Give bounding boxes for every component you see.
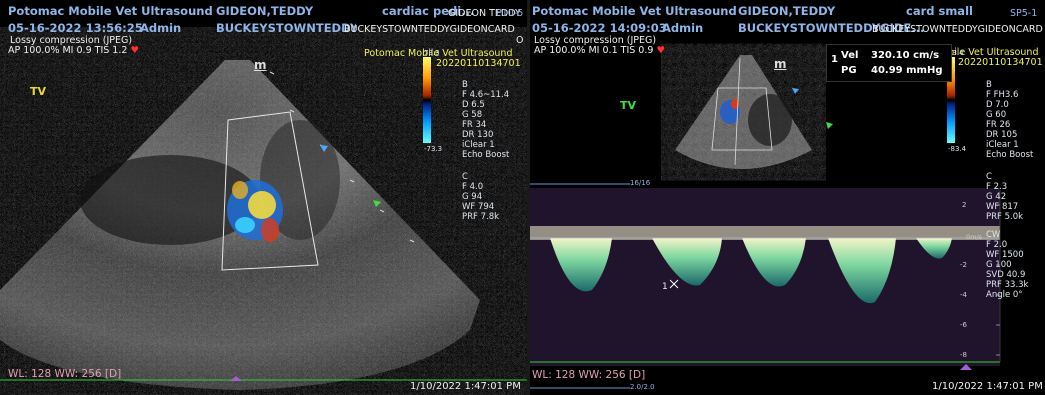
vel-label: Vel (841, 50, 859, 61)
left-ultrasound-panel: Potomac Mobile Vet Ultrasound GIDEON,TED… (0, 4, 527, 392)
right-ultrasound-panel: Potomac Mobile Vet Ultrasound GIDEON,TED… (530, 0, 1045, 395)
exam-preset-right: card small (906, 4, 973, 18)
pg-value: 40.99 mmHg (871, 65, 943, 76)
pg-label: PG (841, 65, 857, 76)
color-doppler-blob (227, 180, 283, 242)
operator: Admin (140, 21, 182, 35)
compression-note-right: Lossy compression (JPEG) (534, 35, 657, 46)
view-label: TV (30, 85, 47, 98)
patient-overlay: GIDEON TEDDY (448, 8, 521, 19)
acoustic-output: AP 100.0% MI 0.9 TIS 1.2 ♥ (8, 45, 139, 56)
orientation-marker-right: m (774, 57, 787, 71)
operator-right: Admin (662, 21, 704, 35)
baseline-unit: 0m/s (966, 233, 983, 241)
velocity-measurement-box: 1 Vel 320.10 cm/s PG 40.99 mmHg (826, 44, 952, 82)
patient-id-right: BUCKEYSTOWNTEDDYGIDEONCARD (872, 24, 1043, 35)
heart-icon: ♥ (656, 45, 665, 56)
color-doppler-small (720, 99, 740, 124)
color-scale-bar-right (947, 57, 955, 143)
y-tick-neg6: -6 (960, 321, 967, 329)
window-level: WL: 128 WW: 256 [D] (8, 368, 122, 380)
patient-name-right: GIDEON,TEDDY (738, 4, 836, 18)
color-scale-bottom-right: -83.4 (948, 145, 967, 153)
measurement-index: 1 (831, 54, 838, 65)
y-tick-neg2: -2 (960, 261, 967, 269)
institution-overlay: Potomac Mobile Vet Ultrasound (364, 48, 513, 59)
accession-number: 20220110134701 (436, 58, 521, 69)
sweep-top: 16/16 (630, 179, 651, 187)
panel-divider (527, 0, 530, 395)
vel-value: 320.10 cm/s (871, 50, 940, 61)
capture-timestamp: 1/10/2022 1:47:01 PM (410, 381, 521, 392)
clinic-name: Potomac Mobile Vet Ultrasound (8, 4, 213, 18)
exam-preset: cardiac pedi... (382, 4, 475, 18)
acoustic-output-right: AP 100.0% MI 0.1 TIS 0.9 ♥ (534, 45, 665, 56)
right-sector-and-doppler (530, 55, 1001, 389)
orientation-o: O (516, 35, 524, 46)
left-sector-image (0, 57, 527, 390)
clinic-name-right: Potomac Mobile Vet Ultrasound (532, 4, 737, 18)
y-tick-2: 2 (962, 201, 967, 209)
color-scale-bar (423, 57, 431, 143)
accession-number-right: 20220110134701 (958, 57, 1043, 68)
y-tick-neg8: -8 (960, 351, 967, 359)
compression-note: Lossy compression (JPEG) (10, 35, 133, 46)
institution-overlay-right: Potomac Mobile Vet Ultrasound (890, 47, 1039, 58)
y-tick-neg4: -4 (960, 291, 967, 299)
cursor-label: 1 (662, 282, 668, 292)
probe-tag: P10-5 (496, 8, 524, 19)
probe-tag-right: SP5-1 (1010, 8, 1038, 19)
color-scale-top: 73.3 (424, 49, 440, 57)
patient-name: GIDEON,TEDDY (216, 4, 314, 18)
color-scale-top-right: 83.4 (948, 49, 964, 57)
view-label-right: TV (620, 99, 637, 112)
doppler-waveforms (530, 226, 1000, 304)
orientation-marker: m (254, 58, 267, 72)
exam-datetime-right: 05-16-2022 14:09:03 (532, 21, 667, 35)
cw-doppler-params: CW F 2.0 WF 1500 G 100 SVD 40.9 PRF 33.3k An… (986, 230, 1029, 300)
capture-timestamp-right: 1/10/2022 1:47:01 PM (932, 381, 1043, 392)
window-level-right: WL: 128 WW: 256 [D] (532, 369, 646, 381)
depth-marker-green (373, 200, 381, 207)
sweep-bottom: 2.0/2.0 (630, 383, 655, 391)
exam-datetime: 05-16-2022 13:56:25 (8, 21, 143, 35)
heart-icon: ♥ (130, 45, 139, 56)
patient-id-truncated: BUCKEYSTOWNTEDDYGIDE... (216, 23, 356, 35)
patient-id-truncated-right: BUCKEYSTOWNTEDDYGIDE... (738, 21, 925, 35)
color-scale-bottom: -73.3 (424, 145, 443, 153)
depth-marker-blue (320, 145, 328, 152)
patient-id: BUCKEYSTOWNTEDDYGIDEONCARD (344, 24, 515, 35)
